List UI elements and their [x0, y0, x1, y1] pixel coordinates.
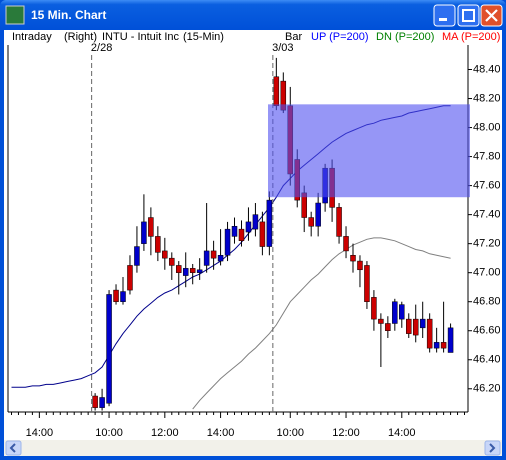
- client-area: [4, 30, 502, 456]
- y-tick-label: 47.20: [473, 238, 501, 250]
- candle-body: [336, 207, 342, 237]
- y-tick-label: 48.20: [473, 92, 501, 104]
- candle-body: [155, 236, 161, 253]
- candle-body: [113, 289, 119, 302]
- candle-body: [419, 318, 426, 329]
- candle-body: [252, 214, 259, 230]
- title-bar: [0, 0, 506, 30]
- candle-body: [210, 250, 217, 259]
- y-tick-label: 48.00: [473, 121, 501, 133]
- x-tick-label: 14:00: [388, 427, 416, 439]
- x-tick-label: 12:00: [151, 427, 179, 439]
- header-text: INTU - Intuit Inc: [102, 31, 180, 43]
- candle-body: [106, 294, 112, 404]
- candle-body: [273, 76, 280, 107]
- candle-body: [217, 255, 224, 262]
- candle-body: [308, 217, 314, 227]
- header-text: Intraday: [12, 31, 52, 43]
- y-tick-label: 47.60: [473, 180, 501, 192]
- candle-body: [120, 291, 126, 302]
- candle-body: [266, 199, 273, 247]
- indicator-label: DN (P=200): [376, 31, 434, 43]
- candle-body: [99, 397, 105, 408]
- candle-body: [127, 265, 133, 291]
- candle-body: [343, 236, 349, 252]
- x-tick-label: 14:00: [26, 427, 54, 439]
- candle-body: [399, 304, 405, 320]
- candle-body: [406, 318, 412, 334]
- app-icon: [5, 5, 25, 25]
- candle-body: [392, 301, 398, 324]
- y-tick-label: 48.40: [473, 63, 501, 75]
- header-text: (Right): [64, 31, 97, 43]
- candle-body: [134, 246, 140, 266]
- candle-body: [182, 268, 189, 276]
- candle-body: [92, 395, 98, 408]
- candle-body: [426, 318, 433, 349]
- candle-body: [447, 327, 454, 353]
- candle-body: [162, 250, 168, 259]
- candle-body: [259, 221, 266, 247]
- candle-body: [433, 342, 440, 349]
- y-tick-label: 46.40: [473, 354, 501, 366]
- y-tick-label: 46.80: [473, 296, 501, 308]
- minimize-button[interactable]: [433, 4, 456, 27]
- candle-body: [176, 265, 182, 273]
- header-text: (15-Min): [183, 31, 224, 43]
- y-tick-label: 46.60: [473, 325, 501, 337]
- candle-body: [371, 297, 377, 320]
- x-tick-label: 14:00: [207, 427, 235, 439]
- indicator-label: UP (P=200): [311, 31, 369, 43]
- average-line: [192, 237, 451, 410]
- candle-body: [224, 228, 231, 256]
- header-text: Bar: [285, 31, 302, 43]
- y-tick-label: 46.20: [473, 383, 501, 395]
- day-label: 2/28: [91, 42, 112, 54]
- indicator-label: MA (P=200): [442, 31, 500, 43]
- candle-body: [238, 228, 245, 242]
- candle-body: [148, 217, 154, 237]
- candle-body: [357, 260, 363, 271]
- candle-body: [385, 323, 391, 331]
- candle-body: [440, 342, 447, 349]
- candle-body: [245, 221, 252, 233]
- y-tick-label: 47.00: [473, 267, 501, 279]
- scrollbar[interactable]: [4, 440, 502, 456]
- candle-body: [364, 265, 370, 302]
- candle-body: [412, 318, 419, 336]
- highlight-zone: [268, 104, 470, 198]
- candle-body: [378, 318, 384, 324]
- y-tick-label: 47.80: [473, 150, 501, 162]
- x-tick-label: 10:00: [95, 427, 123, 439]
- y-tick-label: 47.40: [473, 209, 501, 221]
- maximize-button[interactable]: [457, 4, 480, 27]
- candle-body: [169, 257, 175, 266]
- window-title: 15 Min. Chart: [31, 8, 106, 22]
- candle-body: [141, 221, 147, 244]
- day-label: 3/03: [272, 42, 293, 54]
- candle-body: [203, 250, 210, 266]
- candle-body: [231, 225, 238, 237]
- candle-body: [350, 255, 356, 262]
- x-tick-label: 12:00: [332, 427, 360, 439]
- close-button[interactable]: [480, 4, 503, 27]
- candle-body: [189, 268, 196, 273]
- x-tick-label: 10:00: [277, 427, 305, 439]
- candle-body: [315, 202, 321, 227]
- candle-body: [196, 269, 203, 273]
